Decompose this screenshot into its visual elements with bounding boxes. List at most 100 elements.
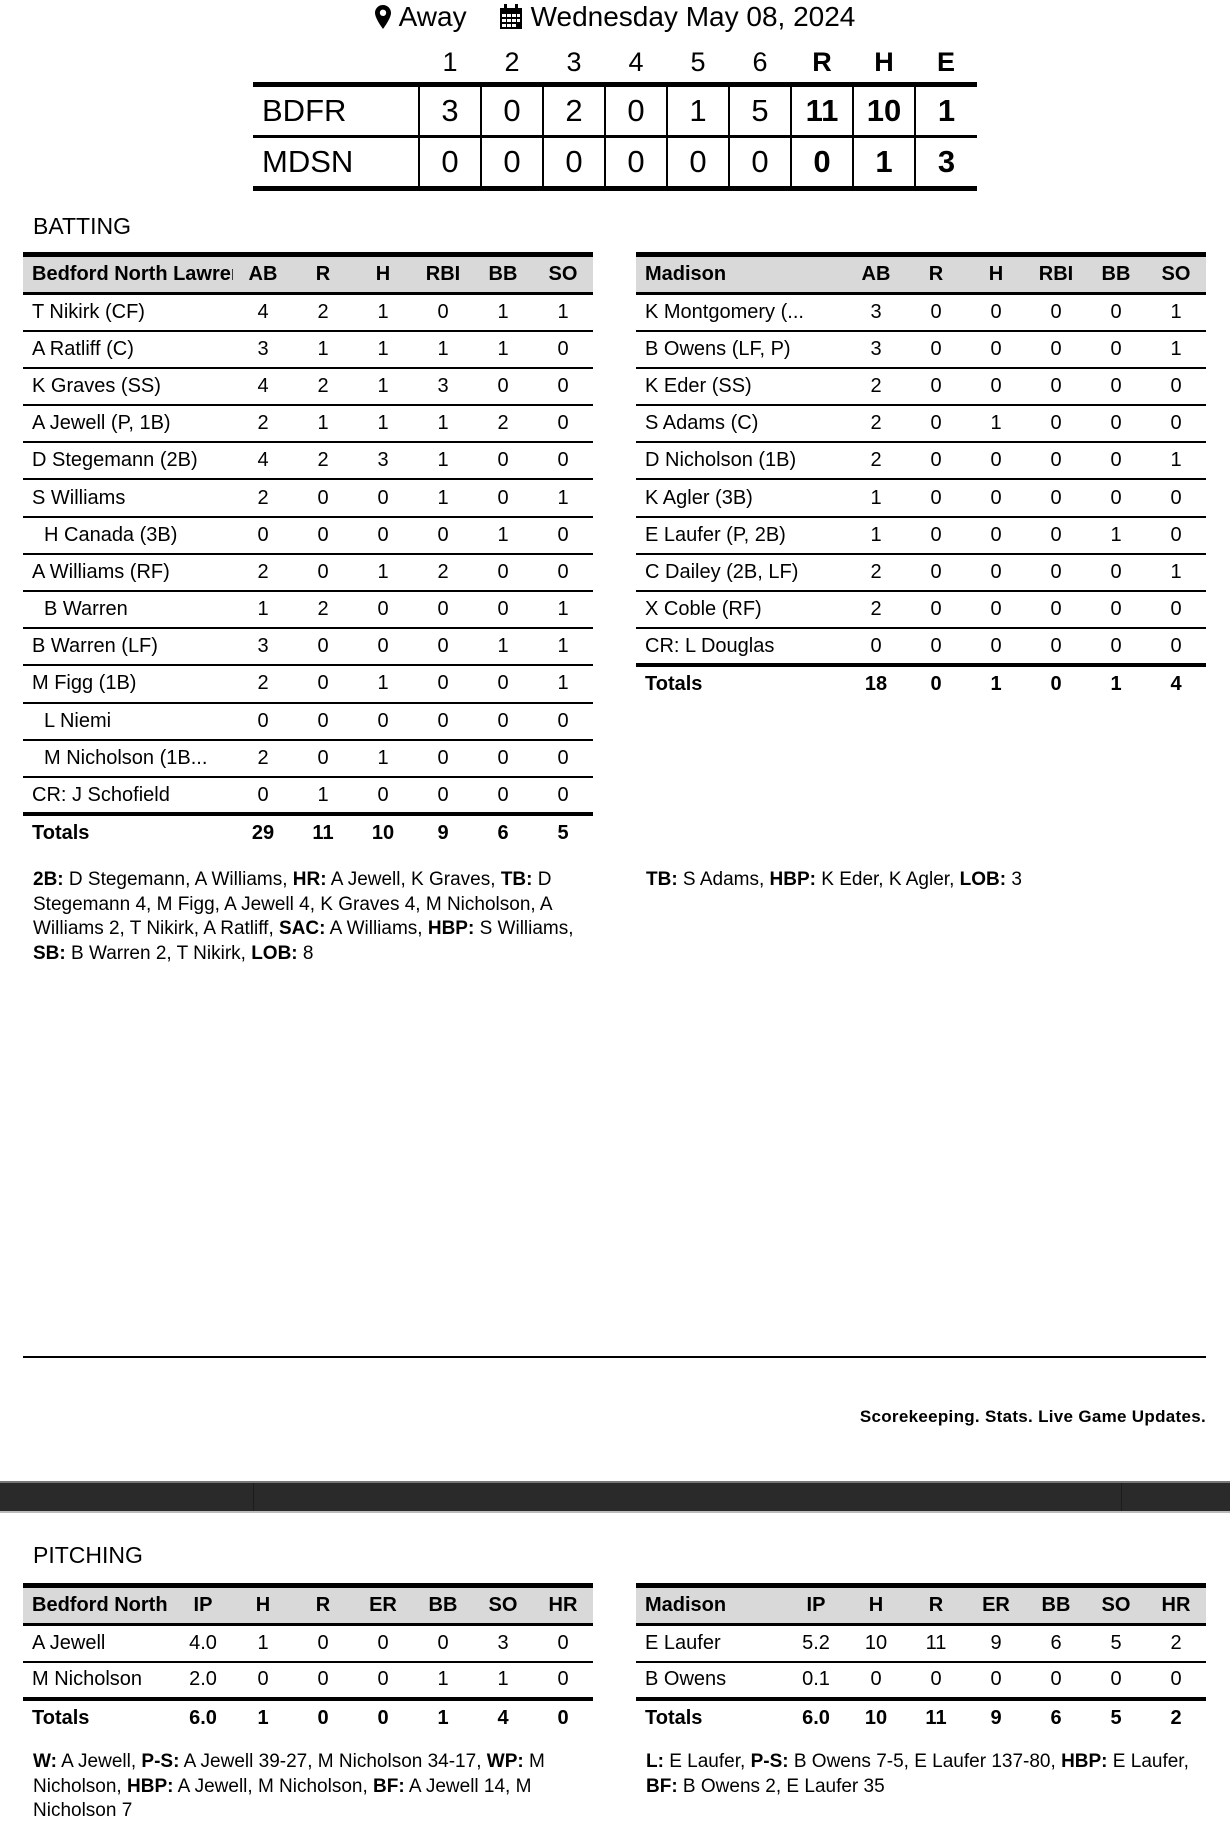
- stat-cell: 0: [990, 634, 1002, 657]
- stat-cell: 0: [437, 635, 449, 658]
- stat-cell: 3: [497, 1631, 509, 1654]
- inning-score: 3: [418, 84, 481, 136]
- total-cell: 1: [257, 1706, 269, 1729]
- stat-cell: 0: [930, 560, 942, 583]
- player-name: A Jewell: [32, 1631, 106, 1654]
- stat-cell: 0: [1050, 486, 1062, 509]
- stat-cell: 1: [437, 412, 449, 435]
- player-row: B Owens 0.1 0 0 0 0 0 0: [636, 1662, 1206, 1699]
- inning-score: 0: [480, 136, 543, 188]
- stat-cell: 0: [930, 523, 942, 546]
- totals-row: Totals 29 11 10 9 6 5: [23, 814, 593, 851]
- player-row: M Figg (1B) 2 0 1 0 0 1: [23, 665, 593, 703]
- stat-cell: 2: [1170, 1631, 1182, 1654]
- stat-cell: 0: [990, 560, 1002, 583]
- stat-cell: 0: [557, 746, 569, 769]
- stat-cell: 0: [557, 449, 569, 472]
- stat-cell: 0: [1050, 449, 1062, 472]
- note-value: S Williams,: [474, 918, 574, 939]
- player-row: S Williams 2 0 0 1 0 1: [23, 479, 593, 517]
- inning-score: 0: [542, 136, 605, 188]
- stat-cell: 0: [930, 449, 942, 472]
- note-key: TB:: [500, 869, 533, 890]
- player-name: H Canada (3B): [44, 523, 178, 546]
- stat-cell: 1: [257, 598, 269, 621]
- stat-cell: 2: [870, 412, 882, 435]
- stat-cell: 0: [990, 449, 1002, 472]
- player-row: E Laufer 5.2 10 11 9 6 5 2: [636, 1625, 1206, 1662]
- linescore-header-6: 6: [752, 47, 768, 78]
- note-key: HBP:: [1061, 1751, 1108, 1772]
- total-cell: 2: [1170, 1706, 1182, 1729]
- total-cell: 6: [1050, 1706, 1062, 1729]
- total-E: 1: [914, 84, 977, 136]
- stat-cell: 0: [497, 783, 509, 806]
- player-name: X Coble (RF): [645, 598, 762, 621]
- total-cell: 6: [497, 822, 509, 845]
- player-row: E Laufer (P, 2B) 1 0 0 0 1 0: [636, 517, 1206, 554]
- stat-cell: 0: [377, 1668, 389, 1691]
- column-header: SO: [548, 263, 578, 285]
- total-R: 0: [790, 136, 853, 188]
- stat-cell: 0: [557, 1631, 569, 1654]
- column-header: R: [928, 1594, 944, 1616]
- stat-cell: 0: [1170, 634, 1182, 657]
- note-value: K Eder, K Agler,: [815, 869, 960, 890]
- column-header: HR: [1161, 1594, 1191, 1616]
- inning-score: 2: [542, 84, 605, 136]
- stat-cell: 0: [377, 709, 389, 732]
- player-name: E Laufer: [645, 1631, 721, 1654]
- stat-cell: 0: [930, 598, 942, 621]
- note-key: LOB:: [959, 869, 1007, 890]
- note-value: D Stegemann 4, M Figg, A Jewell 4, K Gra…: [33, 869, 552, 939]
- totals-row: Totals 6.0 10 11 9 6 5 2: [636, 1699, 1206, 1736]
- stat-notes: W: A Jewell, P-S: A Jewell 39-27, M Nich…: [33, 1750, 598, 1824]
- note-key: BF:: [646, 1775, 678, 1797]
- player-row: T Nikirk (CF) 4 2 1 0 1 1: [23, 294, 593, 331]
- stat-notes: TB: S Adams, HBP: K Eder, K Agler, LOB: …: [646, 868, 1211, 893]
- stat-cell: 0: [497, 374, 509, 397]
- stat-cell: 0: [930, 337, 942, 360]
- stat-cell: 0: [990, 300, 1002, 323]
- stat-cell: 0: [870, 634, 882, 657]
- total-cell: 4: [1170, 673, 1182, 696]
- stat-cell: 3: [257, 635, 269, 658]
- stat-cell: 0: [1050, 337, 1062, 360]
- note-key: W:: [33, 1751, 57, 1772]
- column-header: R: [928, 263, 944, 285]
- stat-cell: 0: [497, 598, 509, 621]
- total-E: 3: [914, 136, 977, 188]
- column-header: H: [868, 1594, 884, 1616]
- total-cell: 0: [377, 1706, 389, 1729]
- map-pin-icon: [374, 5, 391, 29]
- column-header: H: [255, 1594, 271, 1616]
- inning-score: 0: [728, 136, 791, 188]
- stat-cell: 0.1: [802, 1668, 830, 1691]
- total-cell: 1: [437, 1706, 449, 1729]
- stat-cell: 0: [1110, 337, 1122, 360]
- totals-label: Totals: [645, 1706, 703, 1729]
- player-name: CR: L Douglas: [645, 634, 775, 657]
- linescore-header-E: E: [936, 47, 955, 78]
- stat-cell: 0: [557, 412, 569, 435]
- player-name: K Eder (SS): [645, 374, 752, 397]
- stat-cell: 1: [1170, 560, 1182, 583]
- note-value: A Jewell, M Nicholson,: [173, 1775, 374, 1797]
- column-header: R: [315, 1594, 331, 1616]
- note-value: A Jewell 14, M Nicholson 7: [33, 1775, 532, 1822]
- stat-cell: 0: [1170, 486, 1182, 509]
- batting-heading: BATTING: [33, 213, 131, 239]
- player-name: S Adams (C): [645, 412, 759, 435]
- total-cell: 5: [1110, 1706, 1122, 1729]
- note-key: TB:: [646, 869, 678, 890]
- total-cell: 5: [557, 822, 569, 845]
- note-value: E Laufer,: [1107, 1751, 1189, 1772]
- stat-cell: 0: [497, 746, 509, 769]
- player-row: A Jewell (P, 1B) 2 1 1 1 2 0: [23, 405, 593, 443]
- column-header: H: [375, 263, 391, 285]
- stat-cell: 1: [317, 337, 329, 360]
- total-cell: 6.0: [802, 1706, 830, 1729]
- stat-cell: 0: [497, 709, 509, 732]
- column-header: AB: [248, 263, 278, 285]
